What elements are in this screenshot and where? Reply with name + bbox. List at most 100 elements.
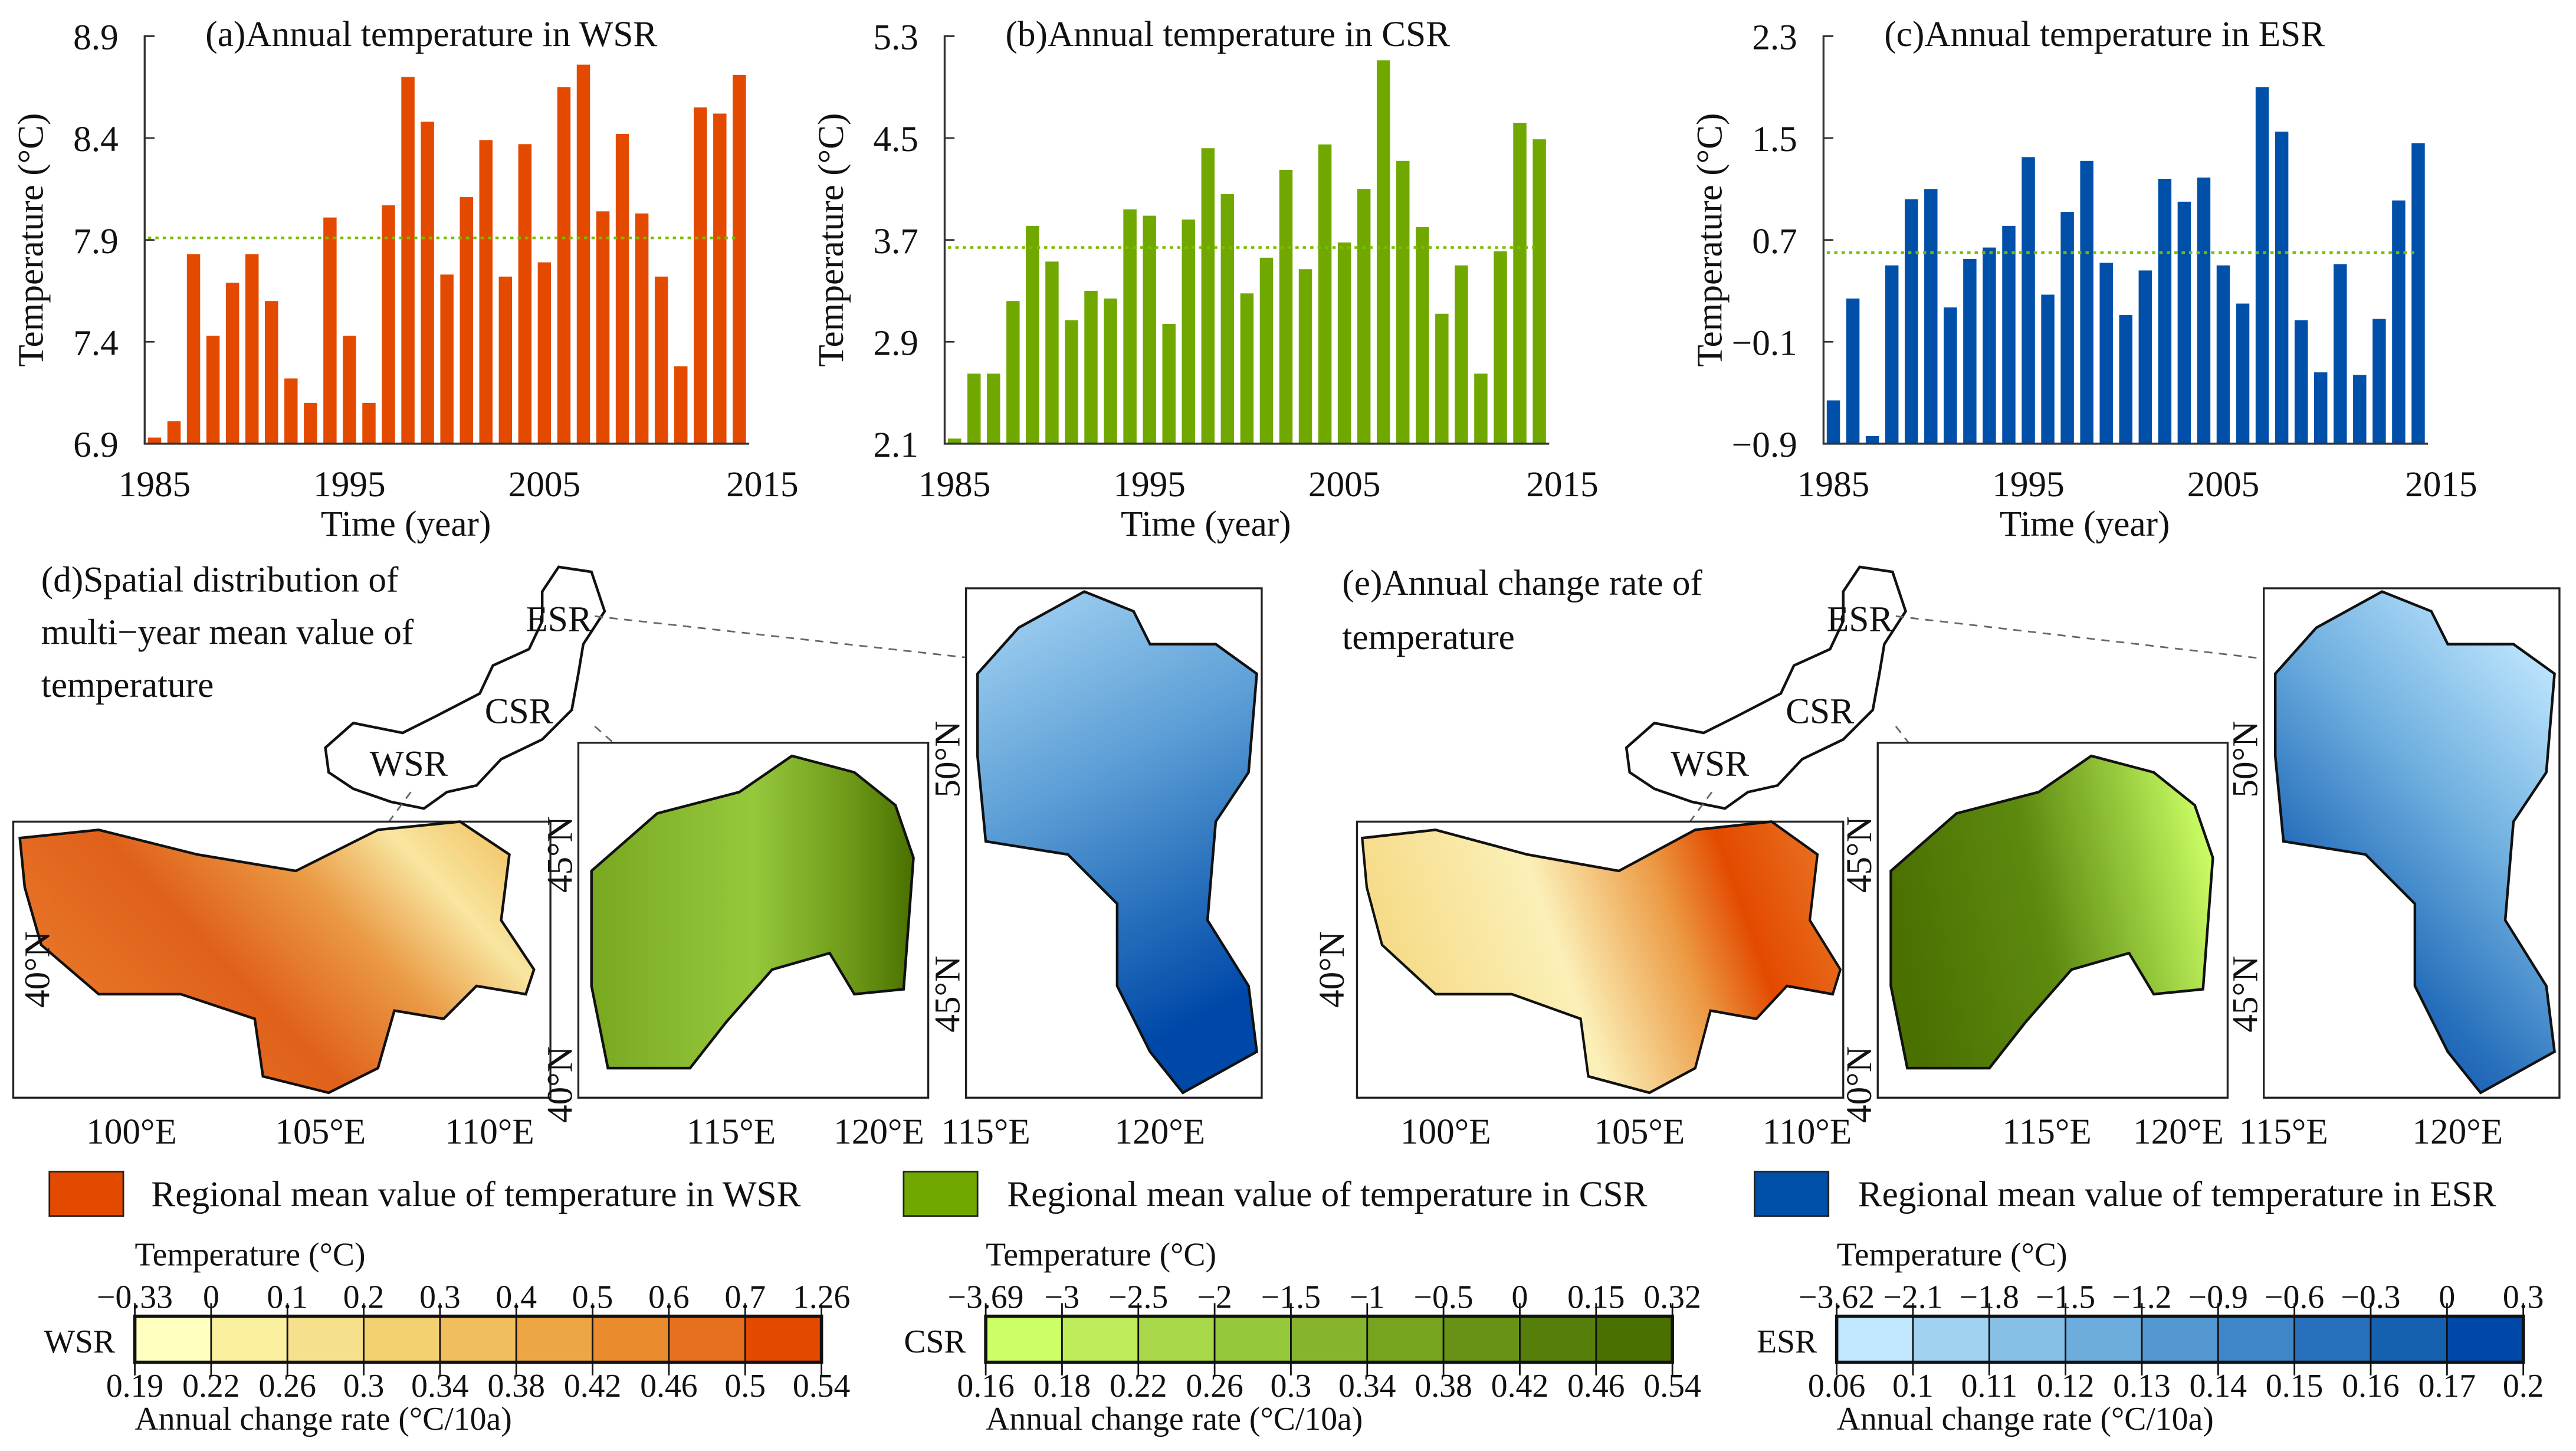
x-tick-label: 2015 bbox=[726, 464, 799, 505]
bar-1995 bbox=[1143, 215, 1156, 444]
legend: Regional mean value of temperature in WS… bbox=[48, 1171, 2496, 1217]
colorbar-segment bbox=[1442, 1315, 1521, 1364]
bar-1998 bbox=[2080, 161, 2093, 444]
colorbar-segment bbox=[985, 1315, 1063, 1364]
bar-2007 bbox=[576, 64, 590, 444]
bar-1990 bbox=[245, 254, 259, 444]
bar-1997 bbox=[382, 205, 395, 444]
inset-label-csr: CSR bbox=[485, 691, 553, 731]
colorbar-top-tick-label: −0.5 bbox=[1414, 1279, 1474, 1316]
colorbar-segment bbox=[1061, 1315, 1140, 1364]
x-tick-label: 1995 bbox=[1992, 464, 2065, 505]
bar-2001 bbox=[1259, 257, 1274, 444]
panel-e-maps: (e)Annual change rate of temperature WSR… bbox=[1312, 563, 2561, 1152]
colorbar-top-tick-label: −2.1 bbox=[1883, 1279, 1942, 1316]
bar-2002 bbox=[479, 140, 493, 444]
bar-2008 bbox=[1396, 161, 1410, 444]
bar-2015 bbox=[1533, 139, 1546, 444]
colorbar-bottom-tick-label: 0.26 bbox=[259, 1368, 316, 1404]
colorbar-top-tick-label: −0.33 bbox=[97, 1279, 173, 1316]
bar-1994 bbox=[2002, 225, 2016, 444]
bar-2015 bbox=[733, 74, 746, 444]
colorbar-bottom-tick-label: 0.11 bbox=[1961, 1368, 2017, 1404]
wsr-lon-label: 100°E bbox=[1400, 1112, 1491, 1152]
colorbar-bottom-tick-label: 0.42 bbox=[564, 1368, 621, 1404]
chart-title: (b)Annual temperature in CSR bbox=[1006, 14, 1451, 54]
x-tick-label: 2015 bbox=[1526, 464, 1599, 505]
bar-2008 bbox=[2275, 132, 2289, 444]
colorbar-bottom-tick-label: 0.13 bbox=[2113, 1368, 2170, 1404]
colorbar-bottom-tick-label: 0.42 bbox=[1491, 1368, 1548, 1404]
y-tick-label: 8.9 bbox=[73, 18, 119, 58]
bar-1996 bbox=[362, 402, 376, 444]
esr-lat-label: 50°N bbox=[928, 721, 968, 798]
colorbar-bottom-tick-label: 0.38 bbox=[488, 1368, 545, 1404]
y-tick-label: 2.1 bbox=[873, 425, 918, 465]
bar-2002 bbox=[1279, 169, 1293, 444]
inset-label-wsr: WSR bbox=[1671, 743, 1749, 784]
bar-2010 bbox=[1435, 313, 1449, 444]
bar-2009 bbox=[2294, 320, 2308, 444]
colorbar-bottom-tick-label: 0.46 bbox=[640, 1368, 697, 1404]
bar-2009 bbox=[1416, 227, 1429, 444]
panel-e-title-line2: temperature bbox=[1342, 617, 1514, 657]
x-tick-label: 2005 bbox=[2187, 464, 2260, 505]
y-tick-label: 5.3 bbox=[873, 18, 918, 58]
colorbar-top-tick-label: 0.4 bbox=[495, 1279, 537, 1316]
bar-2011 bbox=[2334, 264, 2347, 444]
legend-label-csr: Regional mean value of temperature in CS… bbox=[1007, 1174, 1647, 1214]
colorbar-bottom-tick-label: 0.46 bbox=[1567, 1368, 1625, 1404]
y-axis-title: Temperature (°C) bbox=[11, 113, 51, 367]
colorbar-segment bbox=[744, 1315, 823, 1364]
leader-line-csr bbox=[1895, 726, 1927, 765]
colorbar-bottom-tick-label: 0.54 bbox=[1643, 1368, 1701, 1404]
colorbar-segment bbox=[134, 1315, 212, 1364]
bar-1989 bbox=[1905, 199, 1918, 444]
bar-2005 bbox=[2216, 265, 2230, 444]
colorbar-top-tick-label: 0 bbox=[203, 1279, 219, 1316]
colorbar-segment bbox=[2217, 1315, 2296, 1364]
bar-1992 bbox=[1084, 290, 1098, 444]
colorbar-top-tick-label: −0.3 bbox=[2341, 1279, 2401, 1316]
bar-2015 bbox=[2411, 143, 2425, 444]
bar-2010 bbox=[635, 213, 649, 444]
x-axis-title: Time (year) bbox=[321, 504, 491, 544]
bar-2008 bbox=[596, 211, 610, 444]
bar-2003 bbox=[2177, 201, 2191, 444]
bar-1994 bbox=[323, 217, 337, 444]
bar-1986 bbox=[967, 374, 981, 444]
bar-1990 bbox=[1045, 261, 1059, 444]
csr-lon-label: 120°E bbox=[833, 1112, 924, 1152]
colorbar-border bbox=[984, 1314, 1674, 1364]
inset-label-wsr: WSR bbox=[370, 743, 448, 784]
esr-lon-label: 120°E bbox=[2412, 1112, 2503, 1152]
colorbar-bottom-tick-label: 0.3 bbox=[1271, 1368, 1312, 1404]
esr-lat-label: 45°N bbox=[2226, 956, 2266, 1033]
colorbar-segment bbox=[1290, 1315, 1369, 1364]
bar-1991 bbox=[1065, 320, 1078, 444]
colorbar-segment bbox=[2141, 1315, 2219, 1364]
colorbar-top-tick-label: −3.69 bbox=[948, 1279, 1024, 1316]
colorbar-segment bbox=[2065, 1315, 2143, 1364]
bar-2009 bbox=[615, 134, 629, 444]
colorbar-bottom-tick-label: 0.26 bbox=[1186, 1368, 1243, 1404]
panel-e-title-line1: (e)Annual change rate of bbox=[1342, 563, 1702, 603]
inset-label-esr: ESR bbox=[1827, 599, 1893, 639]
y-tick-label: 7.4 bbox=[73, 323, 119, 363]
colorbar-top-tick-label: 0.2 bbox=[343, 1279, 385, 1316]
inset-label-csr: CSR bbox=[1786, 691, 1854, 731]
colorbar-bottom-tick-label: 0.54 bbox=[793, 1368, 850, 1404]
y-tick-label: 3.7 bbox=[873, 221, 918, 261]
colorbar-region-label: ESR bbox=[1757, 1324, 1817, 1360]
esr-lon-label: 115°E bbox=[2239, 1112, 2328, 1152]
bar-2011 bbox=[654, 276, 668, 444]
chart-title: (a)Annual temperature in WSR bbox=[205, 14, 657, 54]
bar-2000 bbox=[2119, 315, 2132, 444]
colorbar-bottom-title: Annual change rate (°C/10a) bbox=[135, 1401, 512, 1437]
wsr-lat-label: 40°N bbox=[18, 931, 58, 1008]
y-tick-label: 2.3 bbox=[1752, 18, 1797, 58]
colorbar-wsr: Temperature (°C) WSR −0.33 0 0.1 0.2 0.3 0.4 0.5… bbox=[44, 1236, 850, 1437]
colorbar-segment bbox=[1213, 1315, 1292, 1364]
y-tick-label: 7.9 bbox=[73, 221, 119, 261]
bar-1995 bbox=[343, 335, 356, 444]
